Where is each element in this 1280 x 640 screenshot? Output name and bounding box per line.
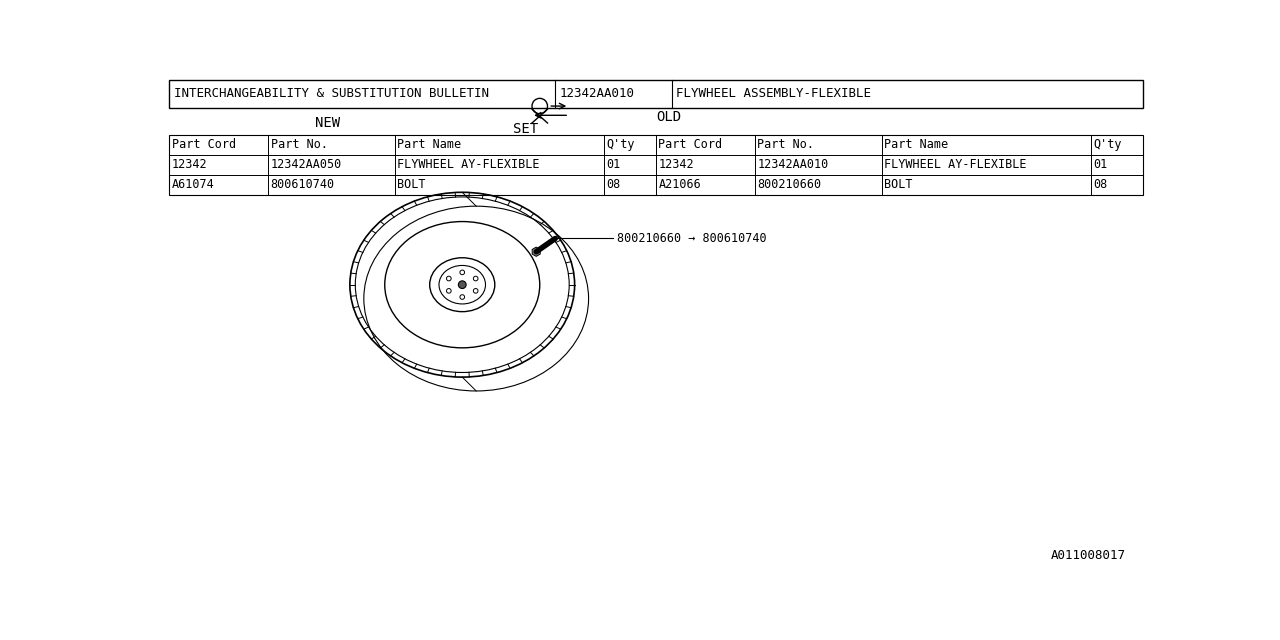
Text: NEW: NEW <box>315 116 340 130</box>
Text: 01: 01 <box>607 158 621 171</box>
Text: Q'ty: Q'ty <box>607 138 635 151</box>
Text: SET: SET <box>512 122 538 136</box>
Text: A61074: A61074 <box>172 178 214 191</box>
Text: FLYWHEEL ASSEMBLY-FLEXIBLE: FLYWHEEL ASSEMBLY-FLEXIBLE <box>676 87 872 100</box>
Text: Part Cord: Part Cord <box>658 138 722 151</box>
Text: OLD: OLD <box>657 110 681 124</box>
Text: 800210660: 800210660 <box>758 178 822 191</box>
Text: BOLT: BOLT <box>884 178 913 191</box>
Text: A21066: A21066 <box>658 178 701 191</box>
Text: Part Name: Part Name <box>397 138 462 151</box>
Text: 12342: 12342 <box>658 158 694 171</box>
Text: FLYWHEEL AY-FLEXIBLE: FLYWHEEL AY-FLEXIBLE <box>884 158 1027 171</box>
Text: FLYWHEEL AY-FLEXIBLE: FLYWHEEL AY-FLEXIBLE <box>397 158 540 171</box>
Text: 08: 08 <box>1093 178 1107 191</box>
Text: 08: 08 <box>607 178 621 191</box>
Bar <box>169 134 1143 195</box>
Circle shape <box>458 281 466 289</box>
Text: Part Cord: Part Cord <box>172 138 236 151</box>
Text: Part Name: Part Name <box>884 138 948 151</box>
Text: 12342: 12342 <box>172 158 207 171</box>
Text: Part No.: Part No. <box>758 138 814 151</box>
Text: 12342AA050: 12342AA050 <box>271 158 342 171</box>
Text: 800210660 → 800610740: 800210660 → 800610740 <box>617 232 767 245</box>
Text: 01: 01 <box>1093 158 1107 171</box>
Text: Part No.: Part No. <box>271 138 328 151</box>
Text: 12342AA010: 12342AA010 <box>758 158 828 171</box>
Text: BOLT: BOLT <box>397 178 426 191</box>
Bar <box>169 80 1143 108</box>
Text: INTERCHANGEABILITY & SUBSTITUTION BULLETIN: INTERCHANGEABILITY & SUBSTITUTION BULLET… <box>174 87 489 100</box>
Text: 800610740: 800610740 <box>271 178 335 191</box>
Text: Q'ty: Q'ty <box>1093 138 1121 151</box>
Text: 12342AA010: 12342AA010 <box>559 87 635 100</box>
Polygon shape <box>532 247 540 257</box>
Text: A011008017: A011008017 <box>1051 549 1126 563</box>
